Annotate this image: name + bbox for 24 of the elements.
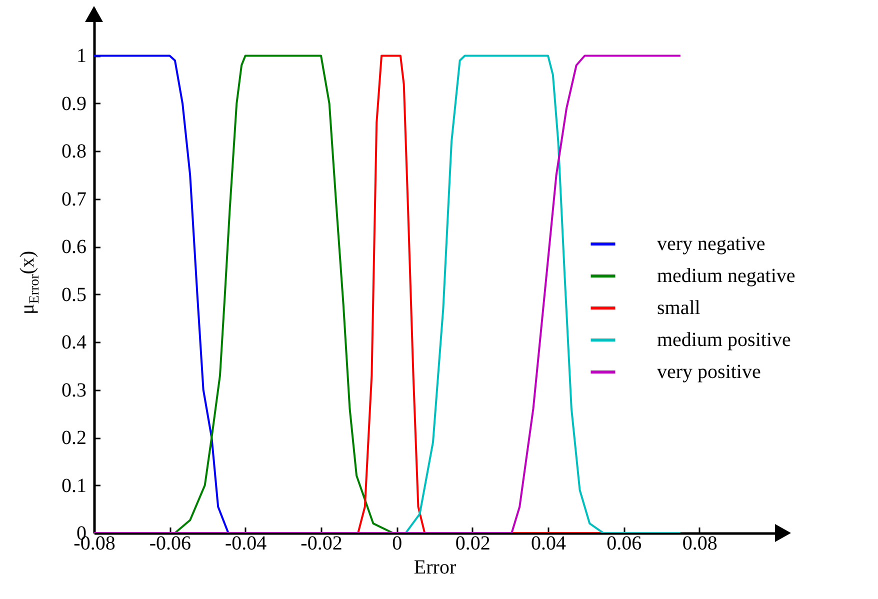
x-tick-label: -0.06 <box>149 532 192 554</box>
y-tick-label: 0.3 <box>62 379 86 402</box>
y-tick-label: 0.5 <box>62 284 86 306</box>
legend-label: medium negative <box>657 265 796 287</box>
x-tick-label: 0.06 <box>606 532 642 554</box>
legend-label: medium positive <box>657 329 791 351</box>
x-tick-label: -0.02 <box>300 532 342 554</box>
y-tick-label: 0.8 <box>62 140 86 163</box>
y-tick-label: 0.6 <box>62 236 86 258</box>
x-axis-title: Error <box>414 556 456 578</box>
x-tick-label: 0.04 <box>531 532 566 554</box>
legend-label: very positive <box>657 361 761 383</box>
y-tick-label: 0.2 <box>62 427 86 450</box>
x-tick-label: 0.08 <box>682 532 718 554</box>
x-tick-label: 0.02 <box>455 532 490 554</box>
legend-label: very negative <box>657 233 766 255</box>
y-tick-label: 0.4 <box>62 332 86 354</box>
y-tick-label: 0.7 <box>62 188 86 210</box>
x-tick-label: 0 <box>392 532 402 554</box>
y-tick-label: 0.1 <box>62 474 86 497</box>
y-tick-label: 0.9 <box>62 92 86 115</box>
y-tick-label: 1 <box>76 45 86 68</box>
x-tick-label: -0.04 <box>224 532 267 554</box>
legend-label: small <box>657 297 701 319</box>
